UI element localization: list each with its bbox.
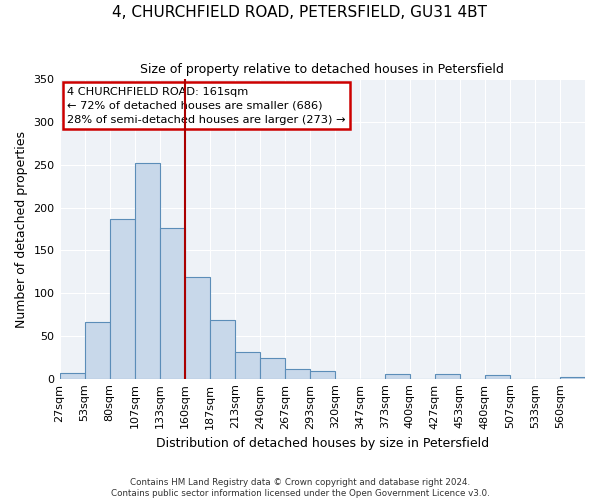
Text: 4 CHURCHFIELD ROAD: 161sqm
← 72% of detached houses are smaller (686)
28% of sem: 4 CHURCHFIELD ROAD: 161sqm ← 72% of deta… [67,87,346,125]
Bar [160,228,185,378]
Bar [385,374,410,378]
Y-axis label: Number of detached properties: Number of detached properties [15,130,28,328]
X-axis label: Distribution of detached houses by size in Petersfield: Distribution of detached houses by size … [156,437,489,450]
Bar [310,371,335,378]
Bar [485,376,510,378]
Text: 4, CHURCHFIELD ROAD, PETERSFIELD, GU31 4BT: 4, CHURCHFIELD ROAD, PETERSFIELD, GU31 4… [113,5,487,20]
Bar [209,320,235,378]
Bar [59,372,85,378]
Bar [85,322,110,378]
Bar [260,358,285,378]
Bar [435,374,460,378]
Bar [285,370,310,378]
Bar [134,163,160,378]
Bar [110,219,134,378]
Text: Contains HM Land Registry data © Crown copyright and database right 2024.
Contai: Contains HM Land Registry data © Crown c… [110,478,490,498]
Bar [235,352,260,378]
Bar [185,277,209,378]
Bar [560,377,585,378]
Title: Size of property relative to detached houses in Petersfield: Size of property relative to detached ho… [140,62,504,76]
